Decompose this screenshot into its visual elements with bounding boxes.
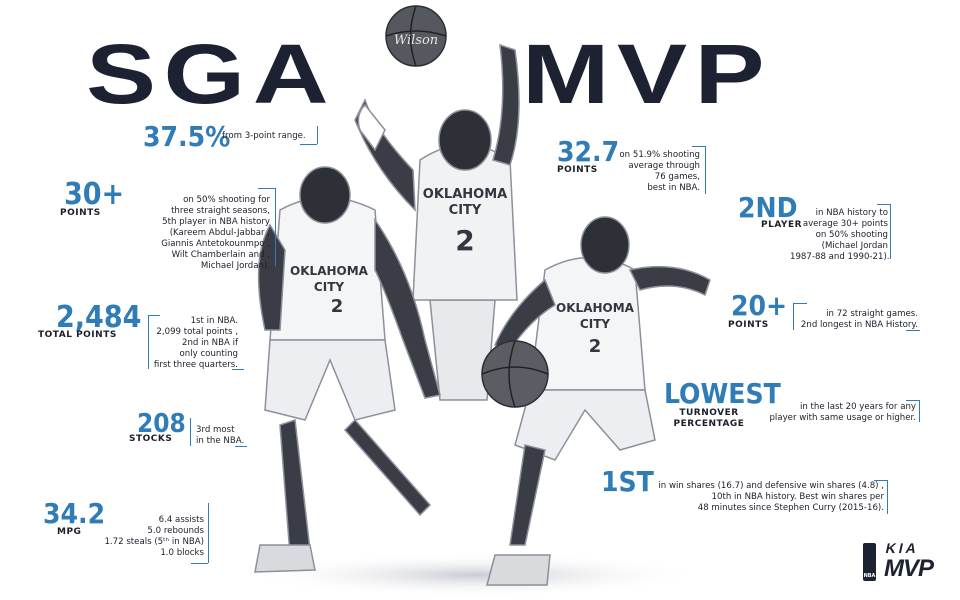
stat-ppg-value: 32.7 bbox=[557, 135, 620, 168]
stat-second-value: 2ND bbox=[738, 191, 798, 224]
player-center bbox=[354, 43, 520, 401]
title-left: SGA bbox=[86, 27, 337, 121]
svg-text:OKLAHOMA: OKLAHOMA bbox=[290, 264, 369, 278]
stat-stocks-label: STOCKS bbox=[129, 434, 173, 444]
nba-logo-text: NBA bbox=[863, 573, 876, 579]
stat-20plus-label: POINTS bbox=[728, 320, 769, 330]
nba-logo: NBA bbox=[863, 543, 876, 581]
svg-text:2: 2 bbox=[589, 336, 602, 357]
stat-mpg-label: MPG bbox=[57, 527, 82, 537]
svg-text:CITY: CITY bbox=[580, 317, 610, 331]
basketball-top: Wilson bbox=[385, 5, 447, 67]
stat-lowest-desc: in the last 20 years for any player with… bbox=[769, 402, 916, 423]
kia-logo-text: KIA bbox=[884, 540, 921, 556]
player-left bbox=[254, 166, 441, 573]
stat-mpg-desc: 6.4 assists 5.0 rebounds 1.72 steals (5ᵗ… bbox=[104, 515, 204, 558]
stat-ppg-label: POINTS bbox=[557, 165, 598, 175]
svg-text:2: 2 bbox=[455, 224, 474, 257]
player-right bbox=[486, 216, 711, 586]
title-right: MVP bbox=[522, 27, 773, 121]
stat-three-pct-desc: from 3-point range. bbox=[222, 131, 306, 141]
stat-lowest-label: TURNOVER PERCENTAGE bbox=[673, 408, 745, 429]
stat-total-points-desc: 1st in NBA. 2,099 total points , 2nd in … bbox=[153, 316, 238, 370]
svg-text:OKLAHOMA: OKLAHOMA bbox=[556, 301, 635, 315]
basketball-bottom bbox=[481, 340, 549, 408]
stat-30plus-label: POINTS bbox=[60, 208, 101, 218]
svg-text:2: 2 bbox=[331, 296, 344, 317]
svg-text:CITY: CITY bbox=[314, 280, 344, 294]
stat-ppg-desc: on 51.9% shooting average through 76 gam… bbox=[619, 150, 700, 193]
players-photo: OKLAHOMA CITY 2 Wilson OKLAHOMA CITY 2 O… bbox=[245, 5, 711, 597]
svg-text:Wilson: Wilson bbox=[394, 33, 438, 48]
mvp-logo-text: MVP bbox=[884, 555, 934, 582]
stat-lowest-value: LOWEST bbox=[664, 377, 781, 410]
jersey-text-center: OKLAHOMA bbox=[423, 187, 507, 202]
svg-text:CITY: CITY bbox=[449, 203, 482, 218]
stat-mpg-value: 34.2 bbox=[43, 497, 106, 530]
stat-stocks-desc: 3rd most in the NBA. bbox=[196, 425, 245, 446]
stat-first-value: 1ST bbox=[601, 465, 654, 498]
stat-20plus-desc: in 72 straight games. 2nd longest in NBA… bbox=[800, 309, 918, 330]
stat-second-label: PLAYER bbox=[761, 220, 803, 230]
stat-20plus-value: 20+ bbox=[731, 289, 788, 322]
stat-stocks-value: 208 bbox=[137, 409, 186, 439]
stat-total-points-label: TOTAL POINTS bbox=[38, 330, 117, 340]
stat-total-points-value: 2,484 bbox=[56, 300, 142, 335]
stat-three-pct-value: 37.5% bbox=[143, 120, 231, 153]
stat-30plus-desc: on 50% shooting for three straight seaso… bbox=[161, 195, 270, 271]
stat-first-desc: in win shares (16.7) and defensive win s… bbox=[658, 481, 884, 513]
stat-second-desc: in NBA history to average 30+ points on … bbox=[790, 208, 890, 262]
stat-30plus-value: 30+ bbox=[64, 177, 125, 212]
